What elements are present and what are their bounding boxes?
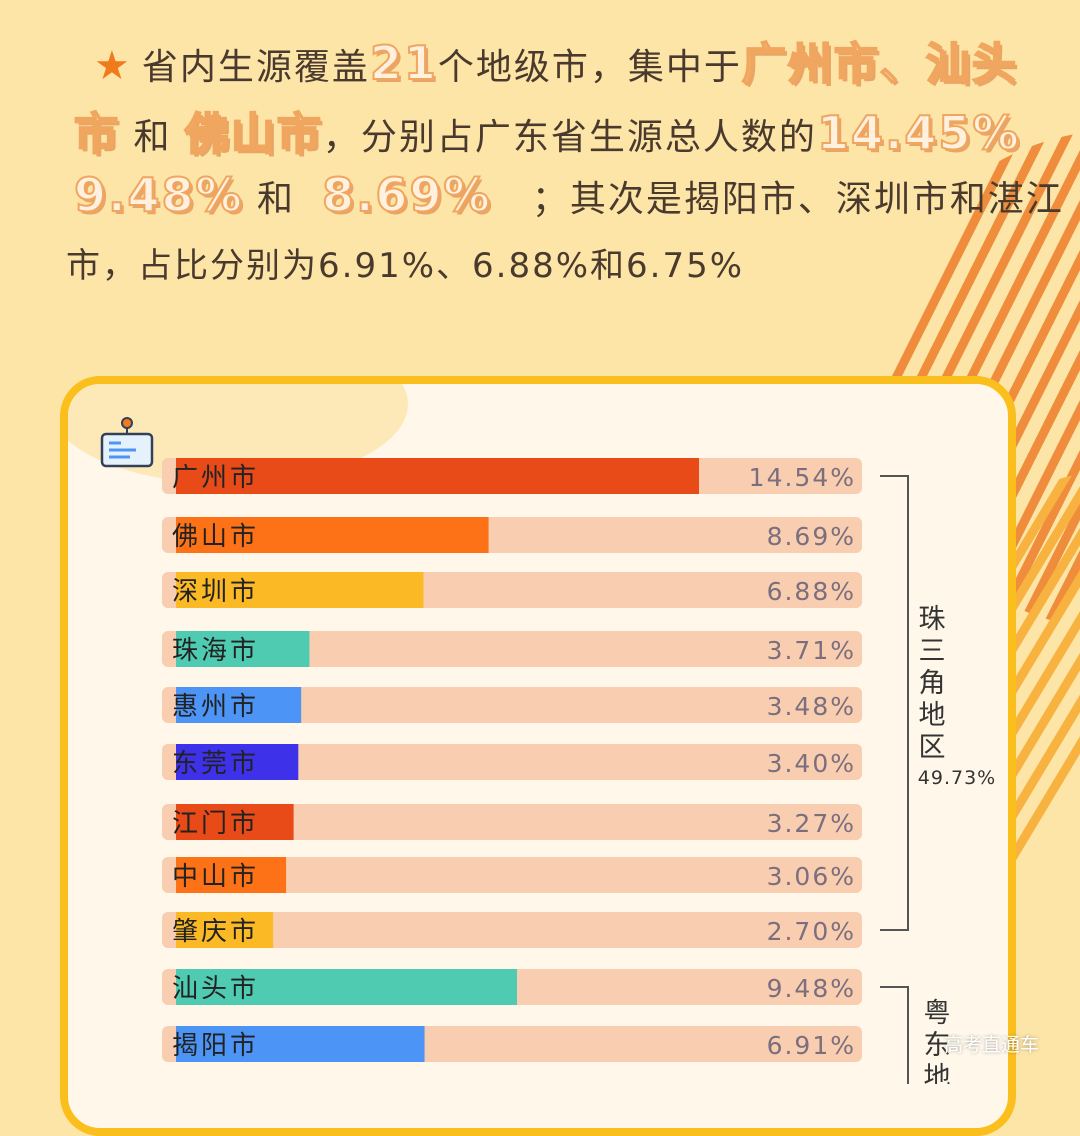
bar-row: 广州市 14.54% bbox=[162, 458, 862, 494]
bar bbox=[176, 458, 699, 494]
bar-value-label: 6.91% bbox=[767, 1031, 856, 1060]
bar bbox=[176, 744, 299, 780]
bar-category-label: 肇庆市 bbox=[172, 917, 259, 947]
intro-text-segment: 和 bbox=[133, 117, 172, 158]
bar-row: 中山市 3.06% bbox=[162, 857, 862, 893]
bar bbox=[176, 1026, 425, 1062]
bar bbox=[176, 631, 310, 667]
bar-row: 江门市 3.27% bbox=[162, 804, 862, 840]
highlight-percent: 14.45% bbox=[816, 105, 1021, 161]
highlight-city: 佛山市 bbox=[184, 108, 323, 161]
highlight-city-suffix: 市 bbox=[73, 108, 120, 161]
bar-category-label: 珠海市 bbox=[172, 636, 259, 666]
bar-value-label: 9.48% bbox=[767, 974, 856, 1003]
bar bbox=[176, 912, 274, 948]
group-label-char: 角 bbox=[919, 668, 946, 699]
bar-row: 东莞市 3.40% bbox=[162, 744, 862, 780]
group-label-char: 地 bbox=[919, 700, 946, 731]
bar-row: 深圳市 6.88% bbox=[162, 572, 862, 608]
group-label-char: 东 bbox=[924, 1030, 951, 1061]
bar bbox=[176, 517, 489, 553]
bar-track bbox=[162, 687, 862, 723]
bar-value-label: 14.54% bbox=[749, 463, 856, 492]
intro-line-1: ★ 省内生源覆盖21个地级市，集中于广州市、汕头 bbox=[94, 28, 1018, 92]
intro-text-segment: 个地级市，集中于 bbox=[437, 47, 742, 88]
intro-text-segment: 省内生源覆盖 bbox=[141, 47, 370, 88]
bar-category-label: 惠州市 bbox=[172, 692, 259, 722]
bar-category-label: 深圳市 bbox=[172, 577, 259, 607]
board-icon bbox=[100, 417, 154, 468]
bar bbox=[176, 687, 302, 723]
bar-row: 佛山市 8.69% bbox=[162, 517, 862, 553]
bar bbox=[176, 857, 287, 893]
bar-track bbox=[162, 631, 862, 667]
bar-category-label: 广州市 bbox=[172, 463, 259, 493]
group-label-char: 三 bbox=[919, 636, 946, 667]
bar-value-label: 3.06% bbox=[767, 862, 856, 891]
bar-row: 汕头市 9.48% bbox=[162, 969, 862, 1005]
bar-row: 珠海市 3.71% bbox=[162, 631, 862, 667]
group-bracket bbox=[880, 986, 909, 1084]
bar-track bbox=[162, 912, 862, 948]
bar-category-label: 汕头市 bbox=[172, 974, 259, 1004]
bar-track bbox=[162, 804, 862, 840]
group-label-char: 粤 bbox=[924, 998, 951, 1029]
group-label-char: 区 bbox=[919, 732, 946, 763]
group-share-label: 49.73% bbox=[918, 767, 996, 789]
bar-track bbox=[162, 744, 862, 780]
bar-track bbox=[162, 857, 862, 893]
bar-category-label: 揭阳市 bbox=[172, 1031, 259, 1061]
highlight-percent: 8.69% bbox=[321, 167, 492, 223]
intro-line-2: 市 和 佛山市，分别占广东省生源总人数的14.45% bbox=[73, 98, 1021, 162]
city-share-bar-chart: 广州市 14.54% 佛山市 8.69% 深圳市 6.88% 珠海市 3.71% 惠州市 3.48… bbox=[162, 458, 996, 1084]
bar-category-label: 中山市 bbox=[172, 862, 259, 892]
intro-line-4: 市，占比分别为6.91%、6.88%和6.75% bbox=[66, 246, 745, 286]
group-label-char: 珠 bbox=[919, 604, 946, 635]
bar-value-label: 3.40% bbox=[767, 749, 856, 778]
highlight-cities: 广州市、汕头 bbox=[741, 38, 1018, 91]
intro-line-3: 9.48% 和 8.69% ；其次是揭阳市、深圳市和湛江 bbox=[73, 167, 1064, 223]
highlight-count: 21 bbox=[369, 35, 438, 91]
bar-row: 肇庆市 2.70% bbox=[162, 912, 862, 948]
star-icon: ★ bbox=[94, 43, 132, 89]
bar-value-label: 3.71% bbox=[767, 636, 856, 665]
intro-text-segment: ；其次是揭阳市、深圳市和湛江 bbox=[531, 179, 1064, 220]
group-bracket bbox=[880, 475, 909, 931]
bar bbox=[176, 804, 294, 840]
bar-row: 惠州市 3.48% bbox=[162, 687, 862, 723]
bar-row: 揭阳市 6.91% bbox=[162, 1026, 862, 1062]
bar-value-label: 3.27% bbox=[767, 809, 856, 838]
bar-value-label: 8.69% bbox=[767, 522, 856, 551]
bar-category-label: 佛山市 bbox=[172, 522, 259, 552]
bar-value-label: 6.88% bbox=[767, 577, 856, 606]
bar-category-label: 东莞市 bbox=[172, 749, 259, 779]
highlight-percent: 9.48% bbox=[73, 167, 244, 223]
group-label-char: 地 bbox=[924, 1062, 951, 1084]
watermark: 高考直通车 bbox=[944, 1034, 1040, 1056]
bar-value-label: 3.48% bbox=[767, 692, 856, 721]
bar-value-label: 2.70% bbox=[767, 917, 856, 946]
intro-text-segment: ，分别占广东省生源总人数的 bbox=[322, 117, 817, 158]
intro-text-segment: 和 bbox=[257, 179, 296, 220]
bar bbox=[176, 969, 517, 1005]
bar bbox=[176, 572, 424, 608]
bar-category-label: 江门市 bbox=[172, 809, 259, 839]
